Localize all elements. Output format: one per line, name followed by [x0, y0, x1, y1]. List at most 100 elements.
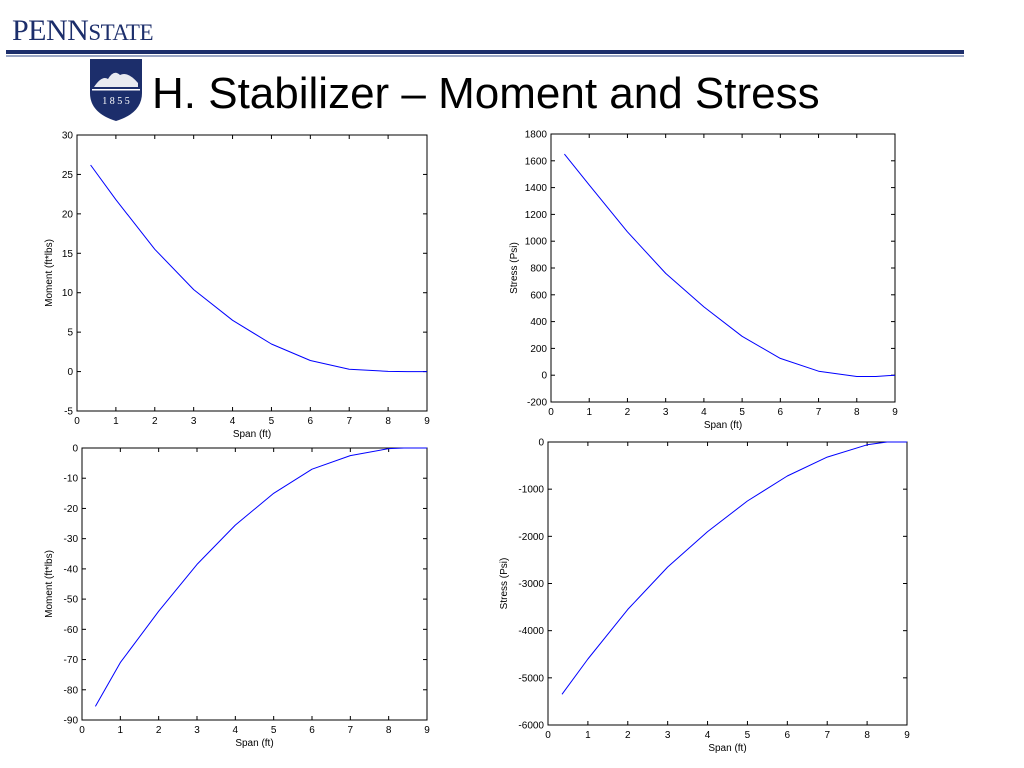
y-axis-label: Stress (Psi)	[509, 242, 520, 294]
x-tick-label: 6	[785, 730, 791, 741]
x-tick-label: 9	[904, 730, 910, 741]
x-tick-label: 7	[346, 416, 352, 427]
x-tick-label: 3	[663, 407, 669, 418]
y-tick-label: -2000	[518, 532, 544, 543]
x-tick-label: 1	[586, 407, 592, 418]
x-tick-label: 0	[548, 407, 554, 418]
plot-frame	[76, 134, 428, 412]
y-tick-label: 15	[62, 249, 74, 260]
x-axis-label: Span (ft)	[235, 738, 273, 749]
y-tick-label: 1600	[525, 156, 548, 167]
header-rule	[6, 50, 964, 54]
pennstate-shield-icon: 1 8 5 5	[90, 59, 142, 121]
x-tick-label: 4	[705, 730, 711, 741]
y-tick-label: -80	[64, 685, 79, 696]
y-axis-label: Moment (ft*lbs)	[44, 550, 55, 618]
y-tick-label: 1000	[525, 237, 548, 248]
x-tick-label: 8	[864, 730, 870, 741]
x-tick-label: 3	[191, 416, 197, 427]
series-line	[564, 153, 896, 377]
stress-chart-bottom: 0 1 2 3 4 5 6 7 8 9 -6000 -5000 -4000 -3000 -2000 -1000…	[499, 438, 910, 755]
shield-year: 1 8 5 5	[102, 96, 130, 107]
x-tick-label: 4	[233, 725, 239, 736]
y-tick-label: 1200	[525, 210, 548, 221]
x-tick-label: 1	[113, 416, 119, 427]
x-tick-label: 0	[545, 730, 551, 741]
y-tick-label: 0	[72, 444, 78, 455]
x-axis-label: Span (ft)	[233, 429, 271, 440]
y-tick-label: -70	[64, 655, 79, 666]
y-tick-label: 800	[530, 264, 547, 275]
y-tick-label: 1800	[525, 130, 548, 141]
x-tick-label: 4	[701, 407, 707, 418]
y-tick-label: 30	[62, 131, 74, 142]
x-tick-label: 3	[665, 730, 671, 741]
x-tick-label: 9	[424, 725, 430, 736]
series-line	[90, 164, 427, 373]
series-line	[94, 447, 427, 707]
y-tick-label: -60	[64, 625, 79, 636]
x-tick-label: 0	[79, 725, 85, 736]
x-tick-label: 1	[118, 725, 124, 736]
x-tick-label: 7	[824, 730, 830, 741]
x-tick-label: 8	[385, 416, 391, 427]
x-tick-label: 1	[585, 730, 591, 741]
y-tick-label: 20	[62, 209, 74, 220]
x-tick-label: 0	[74, 416, 80, 427]
x-tick-label: 6	[778, 407, 784, 418]
x-tick-label: 2	[156, 725, 162, 736]
y-tick-label: -30	[64, 534, 79, 545]
stress-chart-top: 0 1 2 3 4 5 6 7 8 9-20002004006008001000120014001…	[509, 130, 898, 432]
wordmark-state: STATE	[88, 20, 154, 45]
x-tick-label: 9	[424, 416, 430, 427]
y-tick-label: 10	[62, 288, 74, 299]
x-tick-label: 8	[854, 407, 860, 418]
x-tick-label: 2	[152, 416, 158, 427]
y-tick-label: -5000	[518, 673, 544, 684]
x-tick-label: 7	[816, 407, 822, 418]
y-tick-label: -40	[64, 564, 79, 575]
x-tick-label: 5	[269, 416, 275, 427]
series-line	[561, 441, 907, 695]
y-tick-label: -3000	[518, 579, 544, 590]
y-tick-label: -5	[64, 407, 73, 418]
x-tick-label: 2	[625, 407, 631, 418]
y-tick-label: -6000	[518, 721, 544, 732]
y-tick-label: -4000	[518, 626, 544, 637]
y-tick-label: -20	[64, 504, 79, 515]
x-tick-label: 7	[348, 725, 354, 736]
y-tick-label: -200	[527, 398, 547, 409]
x-tick-label: 3	[194, 725, 200, 736]
plot-frame	[547, 441, 908, 726]
y-tick-label: 200	[530, 344, 547, 355]
x-tick-label: 5	[271, 725, 277, 736]
y-axis-label: Moment (ft*lbs)	[44, 239, 55, 307]
x-tick-label: 4	[230, 416, 236, 427]
y-tick-label: -1000	[518, 485, 544, 496]
x-tick-label: 2	[625, 730, 631, 741]
y-tick-label: -90	[64, 716, 79, 727]
plot-frame	[550, 133, 896, 403]
y-tick-label: 0	[538, 438, 544, 449]
y-tick-label: -10	[64, 474, 79, 485]
y-tick-label: -50	[64, 595, 79, 606]
wordmark-penn: PENN	[12, 14, 89, 47]
x-tick-label: 6	[308, 416, 314, 427]
pennstate-wordmark: PENNSTATE	[12, 14, 154, 47]
x-tick-label: 9	[892, 407, 898, 418]
x-tick-label: 5	[745, 730, 751, 741]
x-tick-label: 5	[739, 407, 745, 418]
plot-frame	[81, 447, 428, 721]
y-tick-label: 400	[530, 317, 547, 328]
moment-chart-bottom: 0 1 2 3 4 5 6 7 8 9 -90 -80 -70 -60 -50 -40 -30 -20 -10 0 Sp…	[44, 444, 430, 750]
y-tick-label: 0	[541, 371, 547, 382]
x-tick-label: 6	[309, 725, 315, 736]
y-tick-label: 5	[67, 328, 73, 339]
y-tick-label: 25	[62, 170, 74, 181]
y-tick-label: 600	[530, 290, 547, 301]
y-tick-label: 0	[67, 367, 73, 378]
x-axis-label: Span (ft)	[704, 420, 742, 431]
header-rule-shadow	[6, 55, 964, 57]
